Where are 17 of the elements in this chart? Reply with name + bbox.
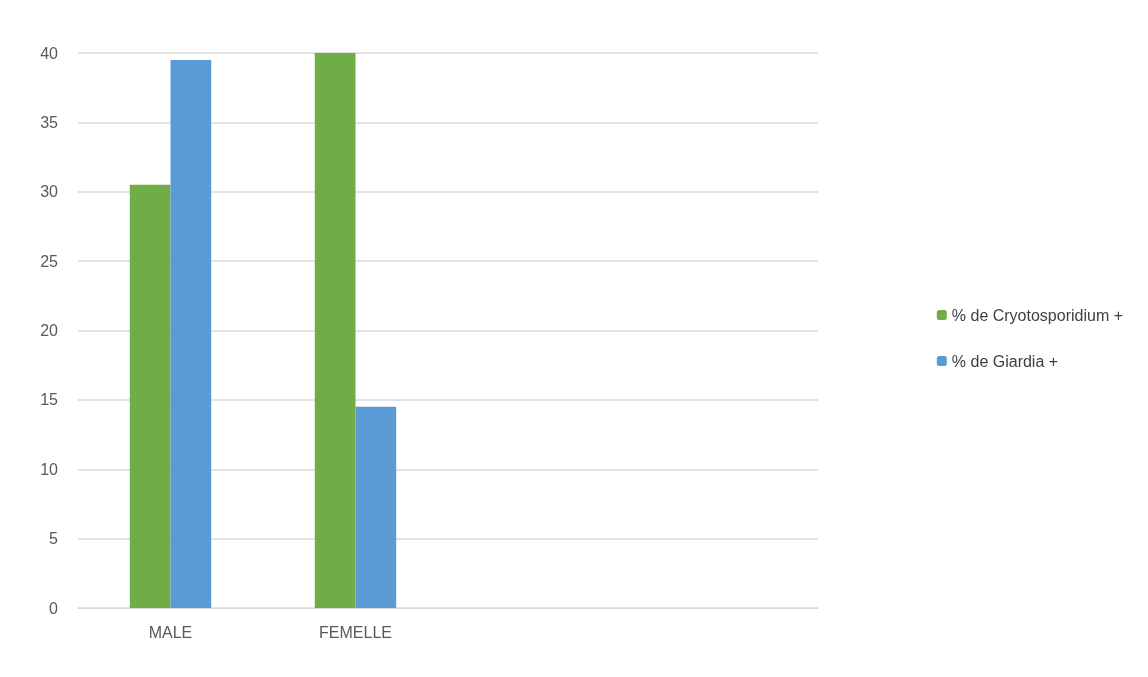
y-tick-label: 0 [49,599,59,617]
legend-label: % de Giardia + [951,352,1059,370]
y-tick-label: 35 [40,113,59,131]
bar [129,184,171,608]
bar [355,406,397,608]
x-tick-label: MALE [148,623,193,641]
y-tick-label: 15 [40,391,59,409]
y-tick-label: 10 [40,460,59,478]
y-tick-label: 5 [49,530,59,548]
legend-label: % de Cryotosporidium + [951,306,1123,324]
bar [170,59,212,608]
y-tick-label: 25 [40,252,59,270]
y-tick-label: 20 [40,322,59,339]
x-tick-label: FEMELLE [319,623,392,641]
bar [314,53,356,608]
y-tick-label: 30 [40,183,59,201]
y-tick-label: 40 [40,44,59,62]
